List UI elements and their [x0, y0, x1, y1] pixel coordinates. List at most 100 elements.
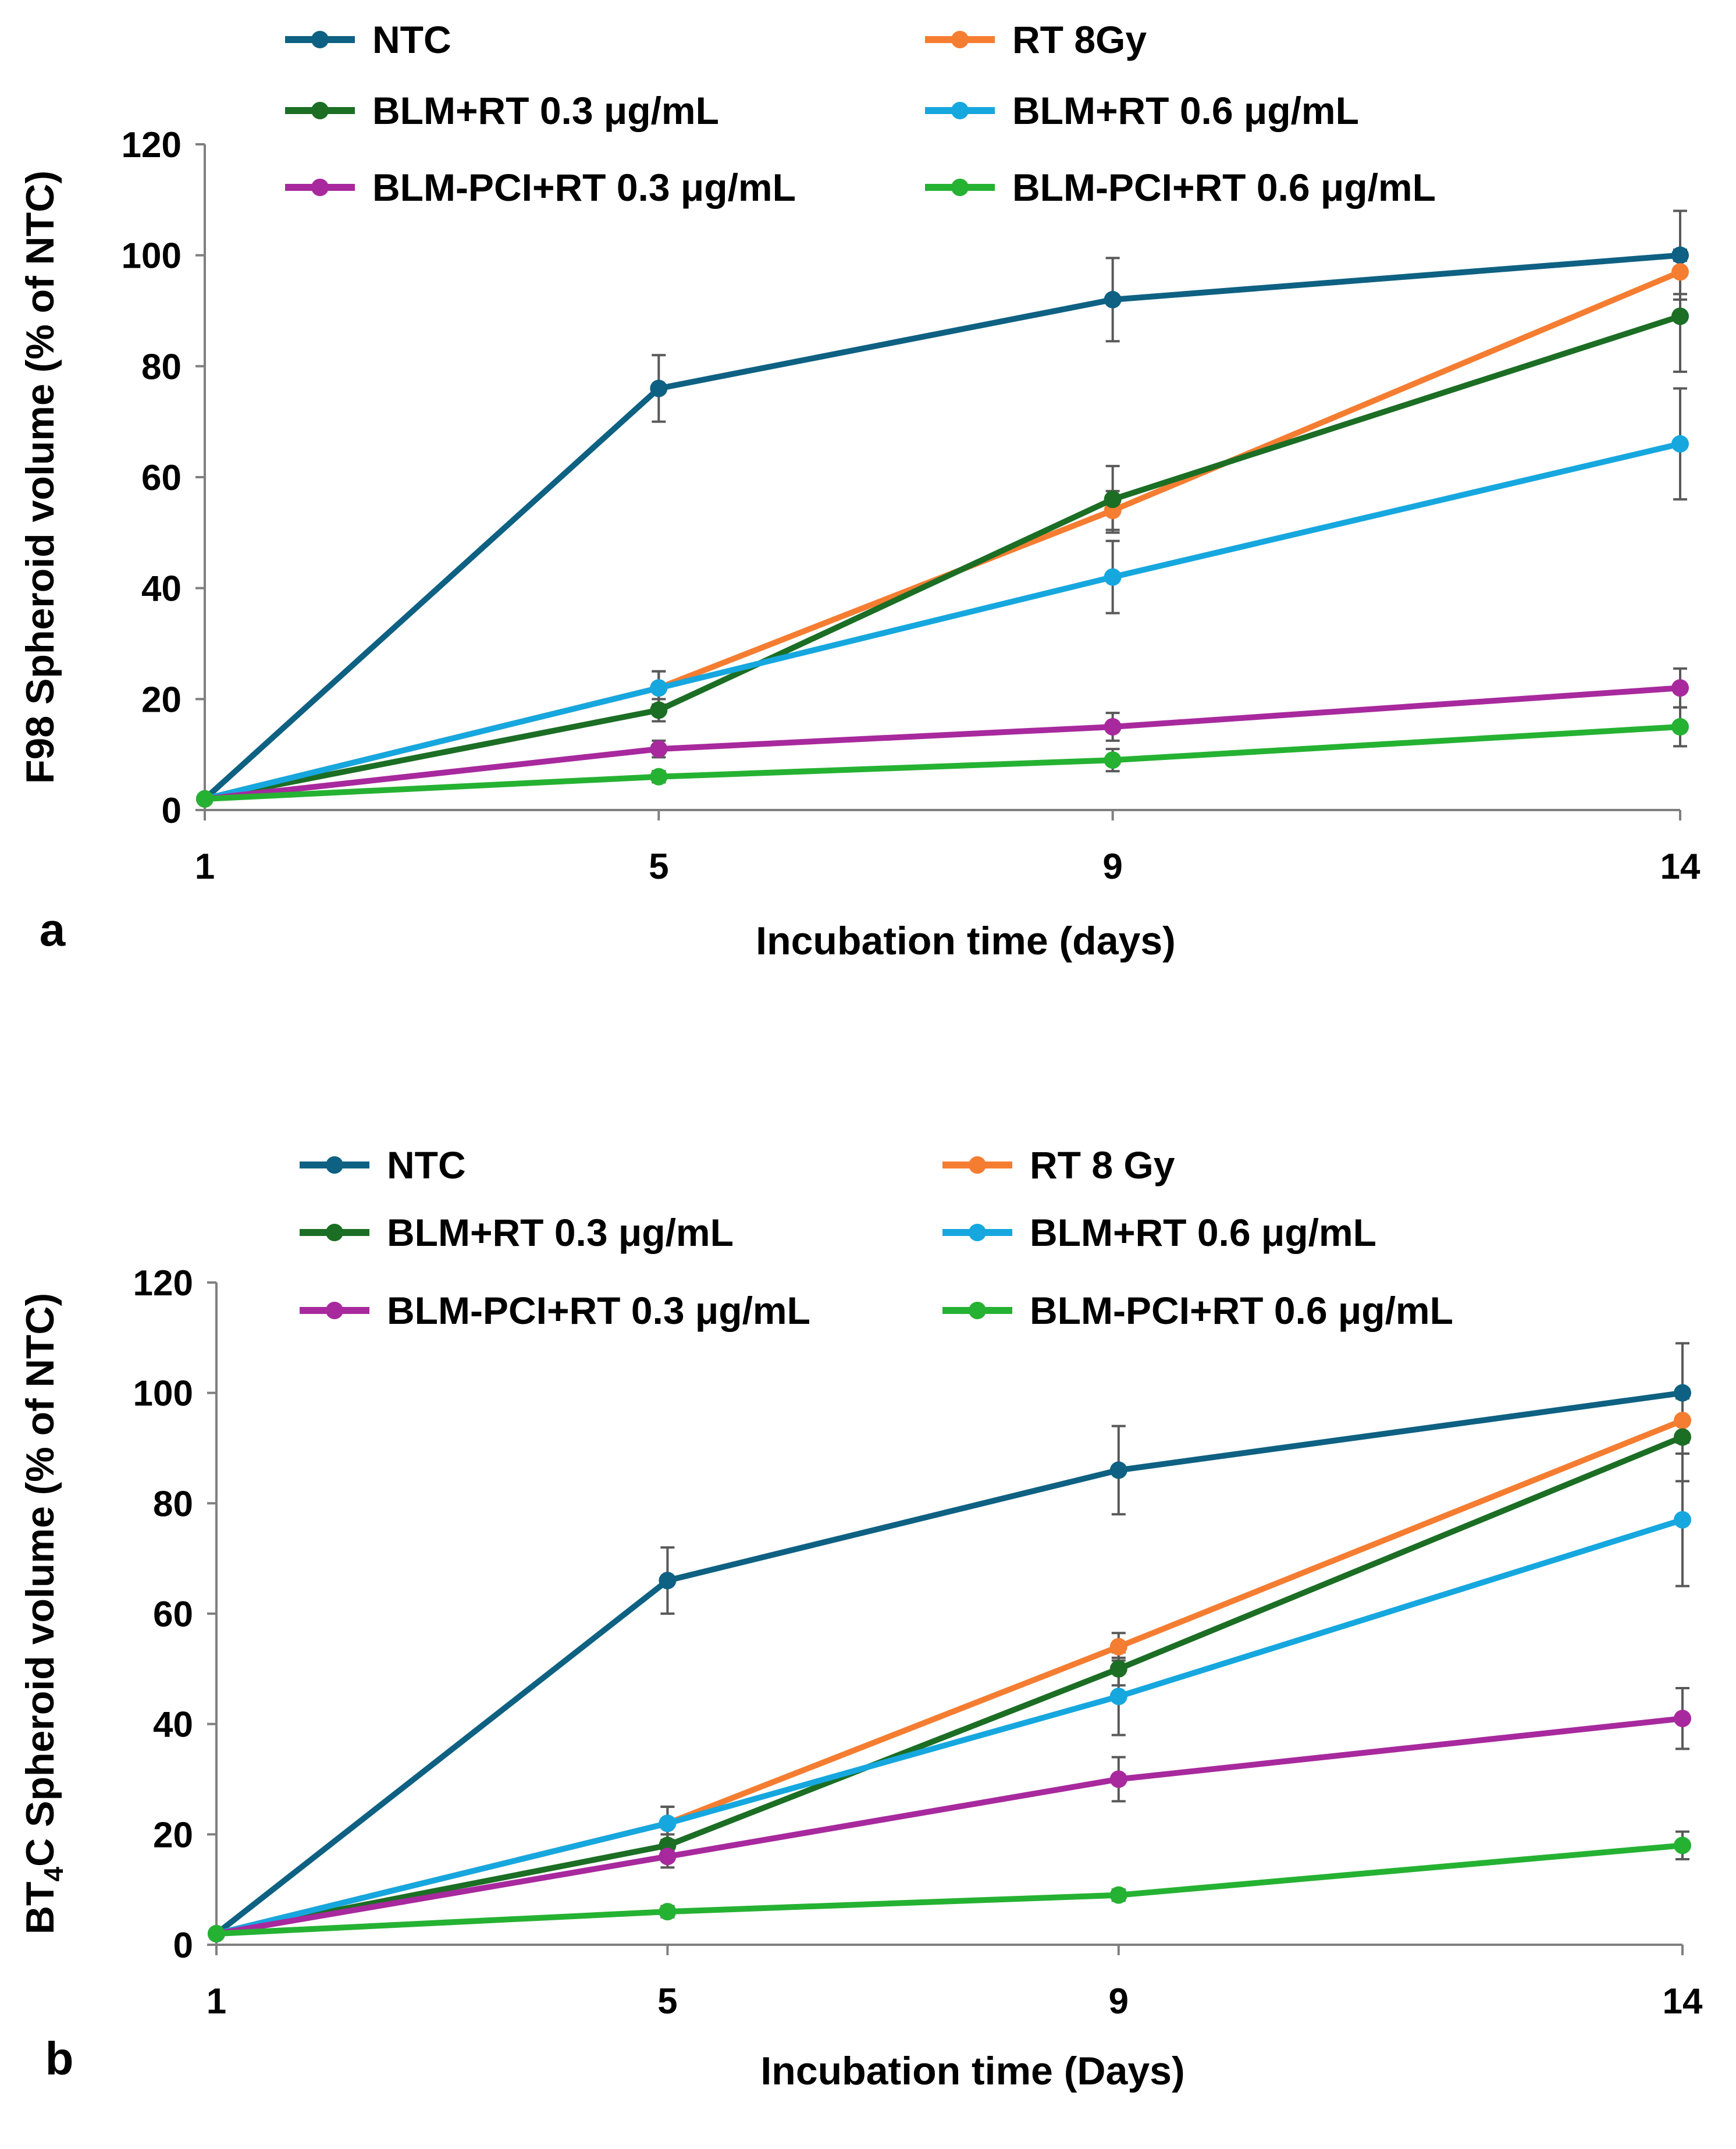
y-tick-label: 80 [153, 1484, 193, 1524]
data-point [650, 679, 668, 697]
data-point [1674, 1412, 1691, 1430]
x-axis-title: Incubation time (days) [756, 919, 1176, 963]
legend-swatch-marker [969, 1224, 986, 1241]
data-point [1109, 1660, 1127, 1678]
data-point [1104, 568, 1122, 586]
data-point [650, 768, 668, 786]
legend-swatch-marker [311, 179, 329, 196]
legend-swatch-marker [969, 1302, 986, 1319]
legend-label: NTC [387, 1143, 466, 1187]
series-line [216, 1842, 1683, 1937]
y-tick-label: 40 [153, 1705, 193, 1745]
y-axis-title-text: BT [18, 1881, 62, 1934]
data-point [1674, 1710, 1691, 1728]
legend-swatch-marker [311, 31, 329, 48]
data-point [659, 1814, 677, 1832]
y-tick-label: 60 [141, 458, 182, 498]
data-point [650, 701, 668, 719]
legend-label: RT 8Gy [1012, 18, 1147, 61]
data-point [1104, 751, 1122, 769]
panel-letter: b [45, 2033, 74, 2084]
x-tick-label: 9 [1109, 1981, 1129, 2022]
legend-swatch-marker [326, 1224, 343, 1241]
series-line [204, 685, 1681, 802]
x-tick-label: 9 [1102, 847, 1122, 887]
y-tick-label: 100 [122, 236, 182, 276]
data-point [1674, 1384, 1691, 1402]
y-tick-label: 0 [162, 791, 182, 831]
y-tick-label: 20 [153, 1815, 193, 1855]
legend-swatch-marker [951, 31, 969, 48]
legend-label: NTC [372, 18, 451, 61]
series-line [204, 724, 1681, 802]
data-point [1104, 290, 1122, 308]
y-axis-title-subscript: 4 [38, 1866, 69, 1881]
y-axis-title-text: F98 Spheroid volume (% of NTC) [18, 171, 62, 784]
y-tick-label: 120 [122, 125, 182, 165]
y-tick-label: 0 [173, 1926, 193, 1966]
legend-label: BLM-PCI+RT 0.6 μg/mL [1030, 1289, 1453, 1332]
series-line [204, 441, 1681, 802]
panel-letter: a [40, 904, 66, 955]
data-point [1109, 1461, 1127, 1479]
series-line [204, 313, 1681, 802]
y-tick-label: 100 [133, 1374, 193, 1414]
data-point [196, 790, 214, 808]
legend-swatch-marker [326, 1156, 343, 1174]
legend-label: BLM+RT 0.3 μg/mL [372, 89, 719, 132]
data-point [1109, 1688, 1127, 1706]
legend-label: BLM-PCI+RT 0.3 μg/mL [372, 166, 796, 209]
data-point [1671, 679, 1689, 697]
x-tick-label: 14 [1663, 1981, 1703, 2022]
data-point [1674, 1837, 1691, 1855]
chart-panel-b: 0 20 40 60 80 100 120 1 5 9 14 Incubation time (Day… [18, 1143, 1703, 2093]
x-axis-title: Incubation time (Days) [760, 2049, 1184, 2093]
data-point [659, 1848, 677, 1866]
data-point [1104, 718, 1122, 736]
series-line [214, 1390, 1683, 1936]
legend-swatch-marker [951, 102, 969, 119]
series-line [215, 1418, 1684, 1937]
legend-label: BLM-PCI+RT 0.6 μg/mL [1012, 166, 1436, 209]
legend-label: BLM-PCI+RT 0.3 μg/mL [387, 1289, 810, 1332]
series-line [215, 1517, 1684, 1937]
data-point [659, 1572, 677, 1590]
y-tick-label: 40 [141, 569, 182, 609]
legend-swatch-marker [311, 102, 329, 119]
data-point [1109, 1770, 1127, 1788]
y-axis-title-text-rest: C Spheroid volume (% of NTC) [18, 1293, 62, 1867]
x-tick-label: 14 [1660, 847, 1701, 887]
data-point [650, 379, 668, 397]
data-point [1109, 1637, 1127, 1656]
series-line [204, 269, 1681, 802]
data-point [1671, 246, 1689, 264]
legend-label: RT 8 Gy [1030, 1143, 1175, 1187]
data-point [208, 1925, 225, 1943]
legend-label: BLM+RT 0.6 μg/mL [1012, 89, 1359, 132]
x-tick-label: 1 [195, 847, 215, 887]
legend-label: BLM+RT 0.6 μg/mL [1030, 1211, 1376, 1254]
data-point [1671, 307, 1689, 325]
data-point [1674, 1428, 1691, 1446]
y-axis-title: BT4C Spheroid volume (% of NTC) [18, 1293, 69, 1934]
y-axis-title: F98 Spheroid volume (% of NTC) [18, 171, 62, 784]
x-tick-label: 1 [207, 1981, 226, 2022]
series-line [202, 252, 1681, 801]
data-point [1674, 1511, 1691, 1529]
x-tick-label: 5 [657, 1981, 677, 2022]
y-tick-label: 120 [133, 1263, 193, 1303]
x-tick-label: 5 [649, 847, 668, 887]
data-point [650, 740, 668, 758]
y-tick-label: 60 [153, 1594, 193, 1635]
y-tick-label: 20 [141, 680, 182, 720]
data-point [1671, 435, 1689, 453]
legend-swatch-marker [326, 1302, 343, 1319]
legend-label: BLM+RT 0.3 μg/mL [387, 1211, 734, 1254]
series-line [216, 1715, 1683, 1937]
y-tick-label: 80 [141, 347, 182, 387]
data-point [659, 1903, 677, 1921]
data-point [1104, 491, 1122, 509]
legend-swatch-marker [951, 179, 969, 196]
data-point [1671, 263, 1689, 281]
